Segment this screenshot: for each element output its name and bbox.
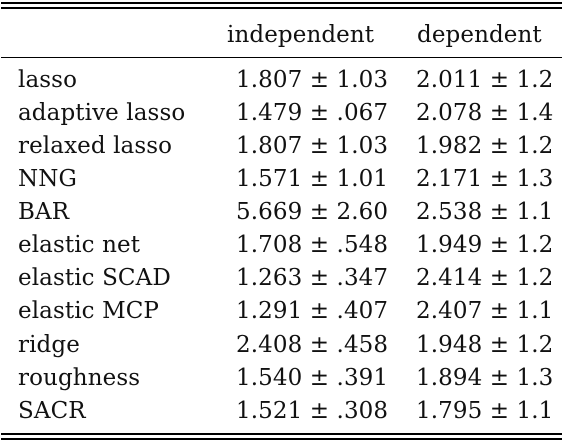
method-cell: BAR <box>18 199 70 225</box>
method-cell: roughness <box>18 365 141 391</box>
header-rule <box>1 57 562 58</box>
dependent-cell: 2.414 ± 1.2 <box>416 265 554 291</box>
independent-cell: 1.807 ± 1.03 <box>236 67 389 93</box>
dependent-cell: 2.407 ± 1.1 <box>416 298 554 324</box>
independent-cell: 1.708 ± .548 <box>236 232 389 258</box>
header-independent: independent <box>227 22 375 48</box>
dependent-cell: 2.538 ± 1.1 <box>416 199 554 225</box>
dependent-cell: 1.795 ± 1.1 <box>416 398 554 424</box>
header-dependent: dependent <box>417 22 542 48</box>
method-cell: adaptive lasso <box>18 100 186 126</box>
dependent-cell: 1.894 ± 1.3 <box>416 365 554 391</box>
dependent-cell: 2.011 ± 1.2 <box>416 67 554 93</box>
bottom-rule-inner <box>1 433 562 435</box>
top-rule-inner <box>1 7 562 9</box>
method-cell: lasso <box>18 67 78 93</box>
dependent-cell: 1.982 ± 1.2 <box>416 133 554 159</box>
bottom-rule-outer <box>1 438 562 440</box>
dependent-cell: 1.948 ± 1.2 <box>416 332 554 358</box>
method-cell: elastic SCAD <box>18 265 171 291</box>
dependent-cell: 1.949 ± 1.2 <box>416 232 554 258</box>
independent-cell: 1.291 ± .407 <box>236 298 389 324</box>
method-cell: elastic MCP <box>18 298 159 324</box>
independent-cell: 1.807 ± 1.03 <box>236 133 389 159</box>
independent-cell: 1.540 ± .391 <box>236 365 389 391</box>
method-cell: elastic net <box>18 232 141 258</box>
method-cell: NNG <box>18 166 77 192</box>
method-cell: relaxed lasso <box>18 133 173 159</box>
top-rule-outer <box>1 2 562 4</box>
dependent-cell: 2.171 ± 1.3 <box>416 166 554 192</box>
independent-cell: 5.669 ± 2.60 <box>236 199 389 225</box>
independent-cell: 1.263 ± .347 <box>236 265 389 291</box>
dependent-cell: 2.078 ± 1.4 <box>416 100 554 126</box>
independent-cell: 1.479 ± .067 <box>236 100 389 126</box>
independent-cell: 1.521 ± .308 <box>236 398 389 424</box>
independent-cell: 2.408 ± .458 <box>236 332 389 358</box>
method-cell: ridge <box>18 332 80 358</box>
independent-cell: 1.571 ± 1.01 <box>236 166 389 192</box>
method-cell: SACR <box>18 398 86 424</box>
